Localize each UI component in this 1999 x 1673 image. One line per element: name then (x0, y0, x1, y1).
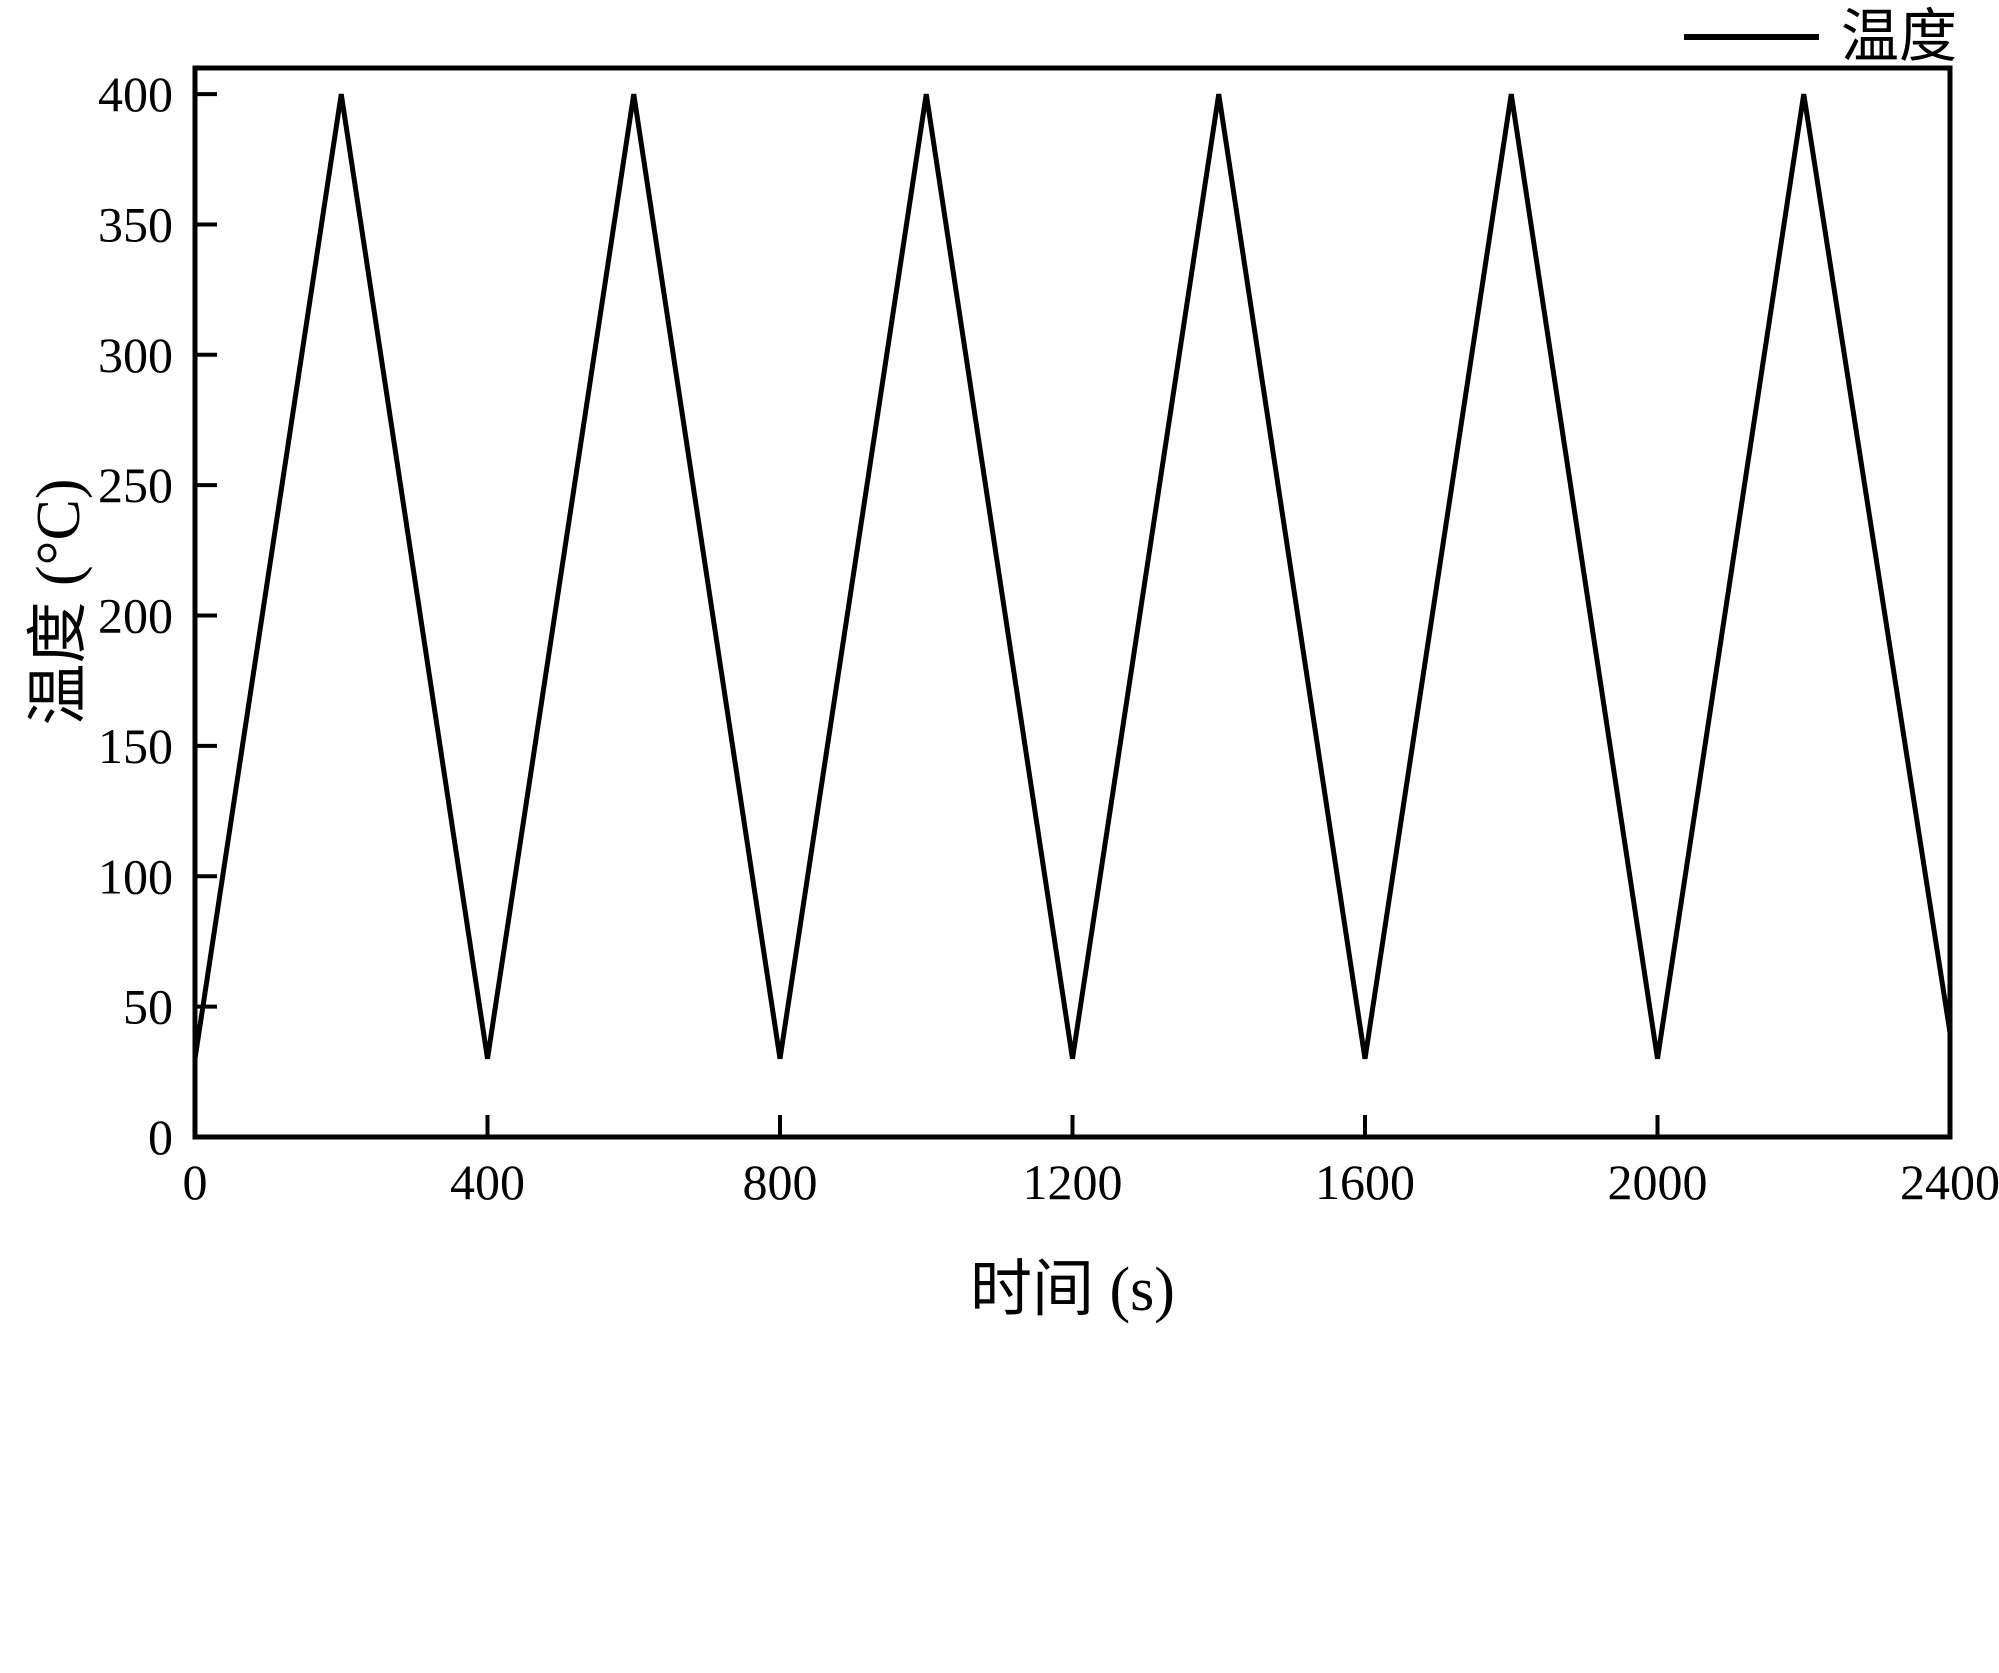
y-tick-label: 350 (98, 196, 173, 252)
x-axis-title: 时间 (s) (970, 1256, 1175, 1324)
y-tick-label: 400 (98, 66, 173, 122)
x-tick-label: 1200 (1023, 1154, 1123, 1210)
x-tick-label: 2400 (1900, 1154, 1999, 1210)
y-tick-label: 50 (123, 979, 173, 1035)
y-tick-label: 200 (98, 588, 173, 644)
legend-line-swatch (1683, 34, 1819, 40)
x-tick-label: 400 (450, 1154, 525, 1210)
x-tick-label: 800 (743, 1154, 818, 1210)
y-tick-label: 150 (98, 718, 173, 774)
x-tick-label: 2000 (1608, 1154, 1708, 1210)
y-tick-label: 0 (148, 1109, 173, 1165)
y-axis-title: 温度 (°C) (25, 478, 93, 726)
y-tick-label: 250 (98, 457, 173, 513)
legend-series-label: 温度 (1840, 4, 1957, 69)
y-tick-label: 100 (98, 848, 173, 904)
x-tick-label: 1600 (1315, 1154, 1415, 1210)
temperature-line (192, 93, 1953, 1060)
x-tick-label: 0 (183, 1154, 208, 1210)
plot-frame (192, 65, 1953, 1140)
y-tick-label: 300 (98, 327, 173, 383)
legend: 温度 (1683, 4, 1957, 69)
